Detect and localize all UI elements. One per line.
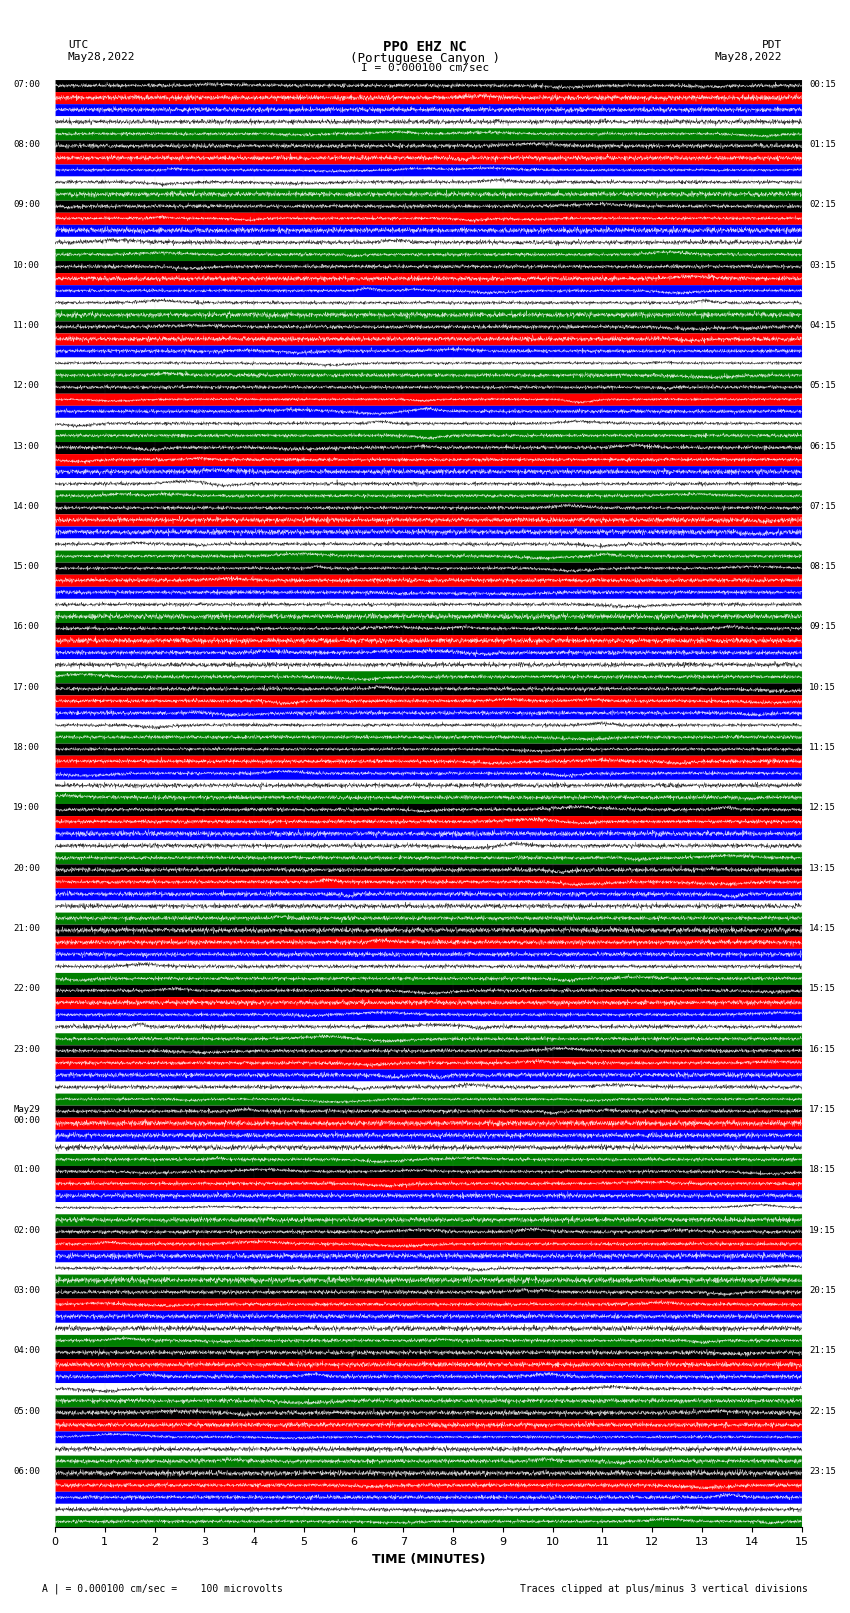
Text: PDT: PDT — [762, 40, 782, 50]
Text: May29
00:00: May29 00:00 — [14, 1105, 40, 1124]
Text: 01:00: 01:00 — [14, 1166, 40, 1174]
X-axis label: TIME (MINUTES): TIME (MINUTES) — [371, 1553, 485, 1566]
Text: 10:15: 10:15 — [809, 682, 836, 692]
Text: 09:00: 09:00 — [14, 200, 40, 210]
Text: 20:15: 20:15 — [809, 1286, 836, 1295]
Text: 00:15: 00:15 — [809, 79, 836, 89]
Text: 02:15: 02:15 — [809, 200, 836, 210]
Text: 22:00: 22:00 — [14, 984, 40, 994]
Text: 18:00: 18:00 — [14, 744, 40, 752]
Text: 22:15: 22:15 — [809, 1407, 836, 1416]
Text: 19:15: 19:15 — [809, 1226, 836, 1236]
Text: 15:00: 15:00 — [14, 563, 40, 571]
Text: 16:00: 16:00 — [14, 623, 40, 632]
Text: 05:00: 05:00 — [14, 1407, 40, 1416]
Text: 04:15: 04:15 — [809, 321, 836, 329]
Text: 03:00: 03:00 — [14, 1286, 40, 1295]
Text: PPO EHZ NC: PPO EHZ NC — [383, 40, 467, 55]
Text: (Portuguese Canyon ): (Portuguese Canyon ) — [350, 52, 500, 65]
Text: 08:15: 08:15 — [809, 563, 836, 571]
Text: 06:15: 06:15 — [809, 442, 836, 450]
Text: 13:15: 13:15 — [809, 865, 836, 873]
Text: 14:15: 14:15 — [809, 924, 836, 934]
Text: 05:15: 05:15 — [809, 381, 836, 390]
Text: May28,2022: May28,2022 — [715, 52, 782, 61]
Text: 03:15: 03:15 — [809, 261, 836, 269]
Text: 06:00: 06:00 — [14, 1468, 40, 1476]
Text: 19:00: 19:00 — [14, 803, 40, 813]
Text: 16:15: 16:15 — [809, 1045, 836, 1053]
Text: 01:15: 01:15 — [809, 140, 836, 148]
Text: 12:15: 12:15 — [809, 803, 836, 813]
Text: 07:00: 07:00 — [14, 79, 40, 89]
Text: 23:15: 23:15 — [809, 1468, 836, 1476]
Text: Traces clipped at plus/minus 3 vertical divisions: Traces clipped at plus/minus 3 vertical … — [519, 1584, 808, 1594]
Text: UTC: UTC — [68, 40, 88, 50]
Text: 14:00: 14:00 — [14, 502, 40, 511]
Text: A | = 0.000100 cm/sec =    100 microvolts: A | = 0.000100 cm/sec = 100 microvolts — [42, 1582, 283, 1594]
Text: 04:00: 04:00 — [14, 1347, 40, 1355]
Text: I = 0.000100 cm/sec: I = 0.000100 cm/sec — [361, 63, 489, 73]
Text: 07:15: 07:15 — [809, 502, 836, 511]
Text: 09:15: 09:15 — [809, 623, 836, 632]
Text: 08:00: 08:00 — [14, 140, 40, 148]
Text: 21:15: 21:15 — [809, 1347, 836, 1355]
Text: 20:00: 20:00 — [14, 865, 40, 873]
Text: 17:00: 17:00 — [14, 682, 40, 692]
Text: 02:00: 02:00 — [14, 1226, 40, 1236]
Text: 15:15: 15:15 — [809, 984, 836, 994]
Text: 13:00: 13:00 — [14, 442, 40, 450]
Text: 12:00: 12:00 — [14, 381, 40, 390]
Text: 10:00: 10:00 — [14, 261, 40, 269]
Text: 11:15: 11:15 — [809, 744, 836, 752]
Text: 11:00: 11:00 — [14, 321, 40, 329]
Text: 18:15: 18:15 — [809, 1166, 836, 1174]
Text: May28,2022: May28,2022 — [68, 52, 135, 61]
Text: 23:00: 23:00 — [14, 1045, 40, 1053]
Text: 17:15: 17:15 — [809, 1105, 836, 1115]
Text: 21:00: 21:00 — [14, 924, 40, 934]
